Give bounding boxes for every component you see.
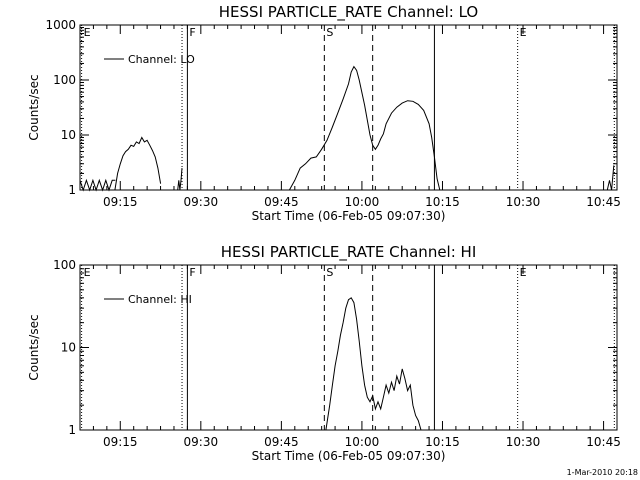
chart-2-y-tick-label: 1: [68, 423, 76, 437]
chart-1-y-tick-label: 1000: [45, 18, 76, 32]
chart-1-series-line-6: [606, 165, 615, 191]
chart-2-series-line-1: [325, 297, 422, 431]
chart-2-marker-label-7: E: [520, 266, 527, 279]
chart-2-marker-label-4: S: [326, 266, 333, 279]
chart-2-x-tick-label: 10:30: [506, 435, 541, 449]
chart-1-series-line-3: [177, 168, 183, 191]
chart-1-marker-label-1: E: [84, 26, 91, 39]
chart-1-title: HESSI PARTICLE_RATE Channel: LO: [219, 3, 478, 22]
chart-1-x-tick-label: 09:30: [184, 195, 219, 209]
chart-2-x-tick-label: 10:15: [425, 435, 460, 449]
chart-2-x-tick-label: 09:15: [103, 435, 138, 449]
chart-1-x-tick-label: 10:00: [345, 195, 380, 209]
chart-2-x-axis-label: Start Time (06-Feb-05 09:07:30): [252, 449, 446, 463]
chart-1-x-axis-label: Start Time (06-Feb-05 09:07:30): [252, 209, 446, 223]
chart-1-legend-label: Channel: LO: [128, 53, 195, 66]
chart-1-plot-frame: [79, 24, 618, 191]
chart-2-plot-frame: [79, 264, 618, 431]
chart-1-x-tick-label: 09:15: [103, 195, 138, 209]
chart-1-y-tick-label: 1: [68, 183, 76, 197]
chart-1-y-axis-label: Counts/sec: [27, 74, 41, 140]
chart-2-y-tick-label: 10: [61, 341, 76, 355]
chart-1-x-tick-label: 10:30: [506, 195, 541, 209]
chart-1-y-tick-label: 100: [53, 73, 76, 87]
chart-2-marker-label-3: F: [189, 266, 195, 279]
chart-1-y-tick-label: 10: [61, 128, 76, 142]
chart-1-marker-label-3: F: [189, 26, 195, 39]
chart-1-series-line-4: [288, 65, 374, 191]
chart-2-legend-label: Channel: HI: [128, 293, 192, 306]
chart-2-marker-label-1: E: [84, 266, 91, 279]
chart-1-series-line-2: [114, 136, 162, 191]
chart-1-x-tick-label: 10:15: [425, 195, 460, 209]
chart-1-series-line-5: [372, 100, 441, 191]
chart-2-x-tick-label: 09:45: [264, 435, 299, 449]
chart-2-y-tick-label: 100: [53, 258, 76, 272]
chart-2-x-tick-label: 10:45: [586, 435, 621, 449]
chart-2-x-tick-label: 09:30: [184, 435, 219, 449]
chart-2-y-axis-label: Counts/sec: [27, 314, 41, 380]
chart-1-x-tick-label: 09:45: [264, 195, 299, 209]
footer-timestamp: 1-Mar-2010 20:18: [567, 468, 638, 477]
chart-2-x-tick-label: 10:00: [345, 435, 380, 449]
chart-1-marker-label-4: S: [326, 26, 333, 39]
chart-1-series-line-1: [79, 178, 116, 192]
chart-1-marker-label-7: E: [520, 26, 527, 39]
chart-1-x-tick-label: 10:45: [586, 195, 621, 209]
chart-2-title: HESSI PARTICLE_RATE Channel: HI: [221, 243, 477, 262]
